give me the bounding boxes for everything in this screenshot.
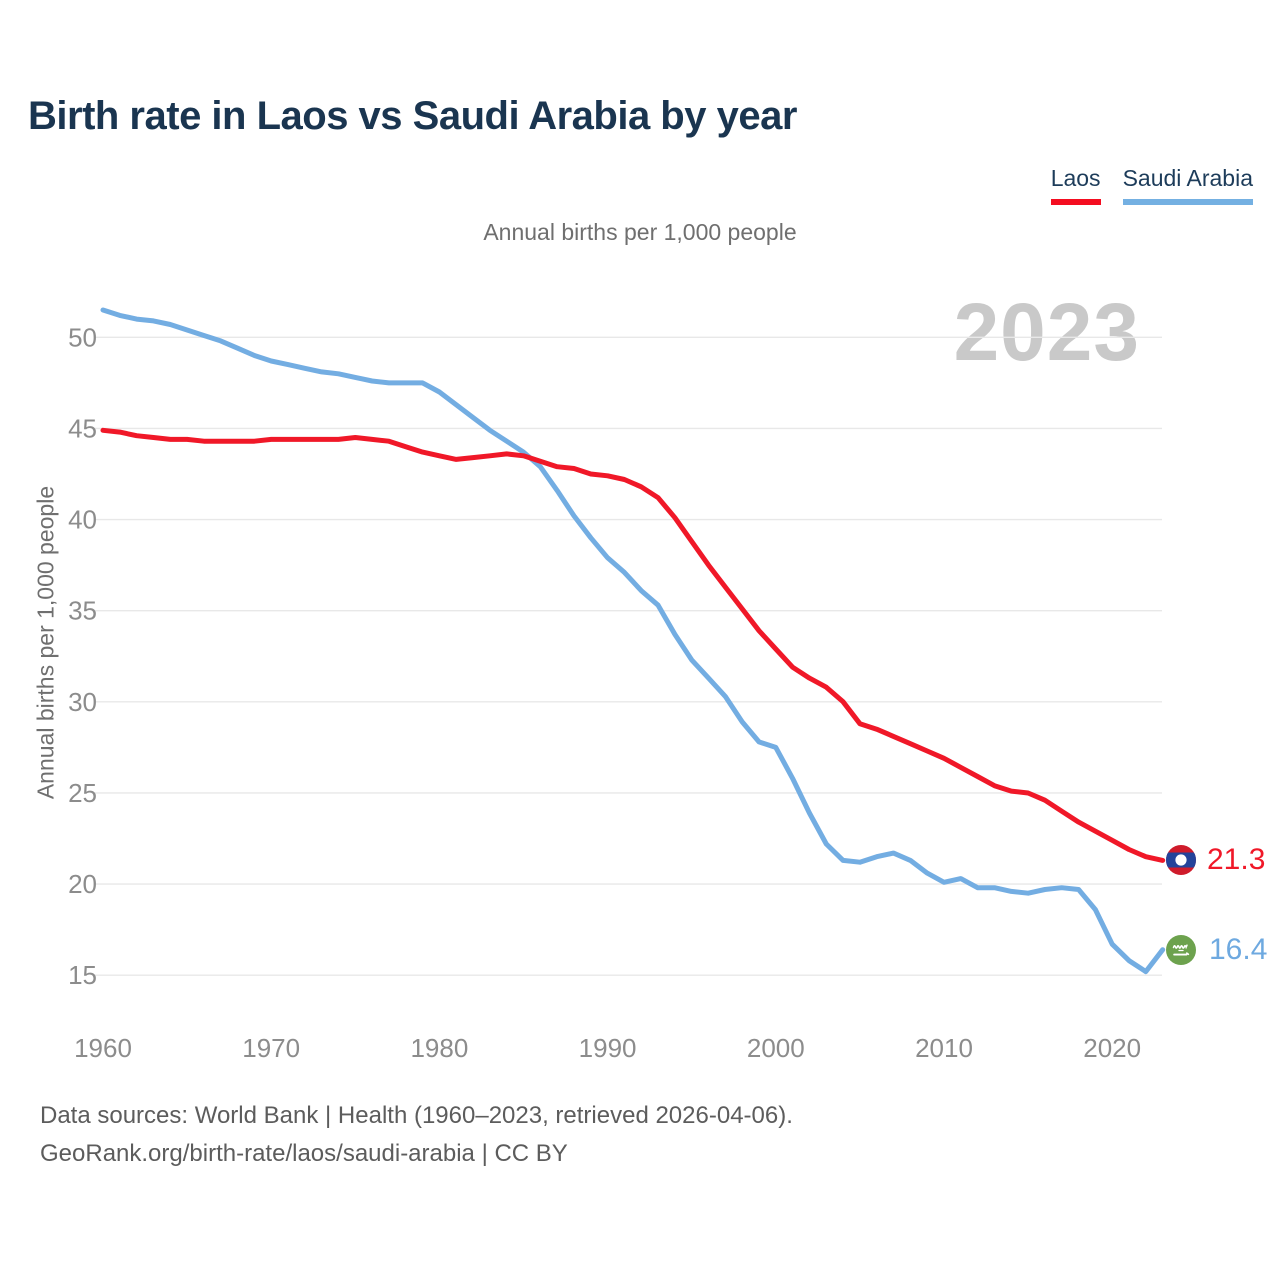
y-tick-label: 45 [68,413,97,443]
page-title: Birth rate in Laos vs Saudi Arabia by ye… [28,94,797,138]
x-tick-label: 2010 [915,1033,973,1063]
x-tick-label: 1960 [74,1033,132,1063]
laos-end-value: 21.3 [1207,843,1266,876]
y-tick-label: 50 [68,322,97,352]
x-tick-label: 1990 [579,1033,637,1063]
legend: Laos Saudi Arabia [1050,165,1253,205]
saudi-arabia-flag-icon[interactable] [1166,935,1196,965]
footer-source-line: Data sources: World Bank | Health (1960–… [40,1102,793,1129]
y-tick-label: 35 [68,596,97,626]
x-tick-label: 2000 [747,1033,805,1063]
y-tick-label: 15 [68,960,97,990]
series-line-laos [100,427,1166,863]
x-tick-label: 1980 [410,1033,468,1063]
y-tick-label: 25 [68,778,97,808]
series-line-saudi-arabia [100,307,1166,975]
x-tick-label: 1970 [242,1033,300,1063]
x-tick-label: 2020 [1083,1033,1141,1063]
laos-flag-icon[interactable] [1166,845,1196,875]
footer-license-line: GeoRank.org/birth-rate/laos/saudi-arabia… [40,1140,568,1167]
chart-subtitle: Annual births per 1,000 people [483,219,797,245]
y-tick-label: 20 [68,869,97,899]
legend-item-saudi-arabia[interactable]: Saudi Arabia [1122,165,1253,205]
saudi-arabia-end-value: 16.4 [1209,933,1268,966]
y-tick-label: 40 [68,505,97,535]
y-tick-label: 30 [68,687,97,717]
legend-item-laos[interactable]: Laos [1050,165,1101,205]
watermark-year: 2023 [953,287,1140,378]
chart-footer: Data sources: World Bank | Health (1960–… [40,1097,793,1173]
